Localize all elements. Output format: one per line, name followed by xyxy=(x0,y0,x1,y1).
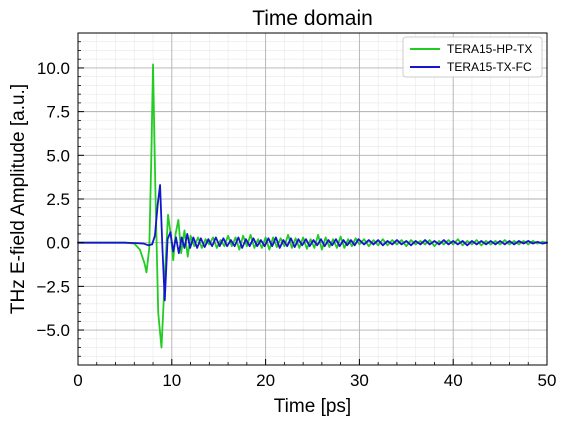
x-tick-label: 50 xyxy=(538,371,557,390)
legend: TERA15-HP-TX TERA15-TX-FC xyxy=(402,36,543,78)
x-tick-label: 40 xyxy=(444,371,463,390)
y-tick-label: 7.5 xyxy=(46,103,70,122)
x-tick-label: 20 xyxy=(256,371,275,390)
x-tick-label: 30 xyxy=(350,371,369,390)
y-tick-label: 5.0 xyxy=(46,146,70,165)
y-tick-label: −5.0 xyxy=(36,321,70,340)
y-axis-label: THz E-field Amplitude [a.u.] xyxy=(8,84,29,314)
series-line-tera15-tx-fc xyxy=(77,184,548,302)
axis-ticks xyxy=(77,32,548,366)
y-tick-label: 0.0 xyxy=(46,234,70,253)
y-tick-label: 2.5 xyxy=(46,190,70,209)
series-layer xyxy=(77,63,548,349)
x-tick-label: 10 xyxy=(162,371,181,390)
axis-tick-labels: 0 10 20 30 40 50 −5.0 −2.5 0.0 2.5 5.0 7.5 10.0 xyxy=(36,59,556,390)
y-tick-label: −2.5 xyxy=(36,277,70,296)
legend-label-tera15-tx-fc: TERA15-TX-FC xyxy=(447,60,532,74)
x-axis-label: Time [ps] xyxy=(274,396,351,417)
legend-label-tera15-hp-tx: TERA15-HP-TX xyxy=(447,42,532,56)
chart-title: Time domain xyxy=(252,7,373,30)
x-tick-label: 0 xyxy=(73,371,82,390)
y-tick-label: 10.0 xyxy=(37,59,70,78)
